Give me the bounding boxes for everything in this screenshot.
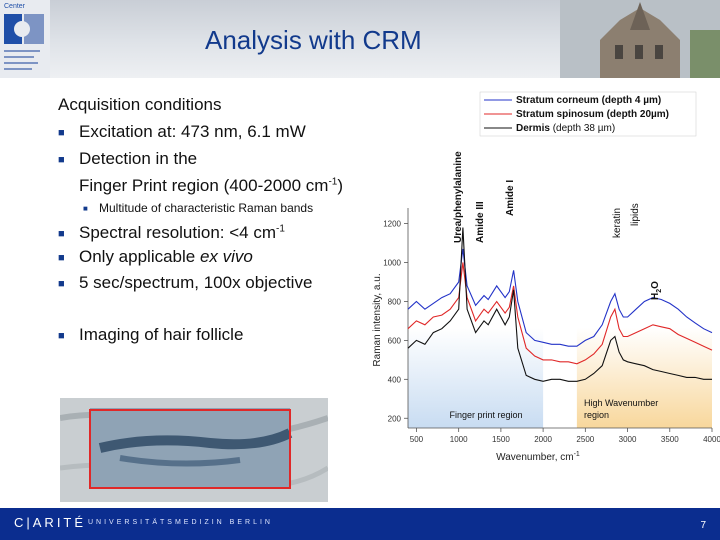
bullet-ex-vivo: ■ Only applicable ex vivo	[58, 247, 253, 266]
y-tick-label: 400	[388, 375, 402, 384]
x-axis-label: Wavenumber, cm-1	[496, 451, 580, 463]
bullet-excitation: ■ Excitation at: 473 nm, 6.1 mW	[58, 122, 306, 141]
high-wavenumber-label-2: region	[584, 410, 609, 420]
annotation-h2o: H2O	[650, 281, 663, 300]
bullet-icon: ■	[58, 278, 65, 290]
charite-logo-icon: C|ARITÉ	[14, 515, 87, 530]
fingerprint-region-label: Finger print region	[449, 410, 522, 420]
x-tick-label: 3000	[619, 435, 637, 444]
raman-spectrum-chart: 500 1000 1500 2000 2500 3000 3500 4000 200 400 600…	[372, 91, 720, 463]
annotation-amide-iii: Amide III	[475, 201, 486, 243]
legend-dermis: Dermis (depth 38 µm)	[516, 123, 615, 134]
series-line-stratum-spinosum	[407, 262, 713, 365]
acquisition-heading: Acquisition conditions	[58, 95, 222, 114]
y-tick-label: 1200	[383, 220, 401, 229]
x-tick-label: 4000	[703, 435, 720, 444]
series-line-dermis	[407, 227, 712, 382]
bullet-hair-follicle: ■ Imaging of hair follicle	[58, 325, 244, 344]
legend-corneum: Stratum corneum (depth 4 µm)	[516, 95, 661, 106]
university-wordmark-icon: UNIVERSITÄTSMEDIZIN BERLIN	[88, 519, 273, 526]
y-tick-label: 1000	[383, 259, 401, 268]
bullet-icon: ■	[58, 252, 65, 264]
bullet-resolution: ■ Spectral resolution: <4 cm-1	[58, 223, 285, 242]
y-axis-label: Raman intensity, a.u.	[372, 273, 383, 366]
page-number: 7	[700, 520, 706, 531]
svg-text:Center: Center	[4, 3, 26, 10]
page-title: Analysis with CRM	[205, 25, 422, 55]
hair-follicle-image	[60, 398, 328, 502]
annotation-amide-i: Amide I	[505, 180, 516, 216]
y-tick-label: 200	[388, 414, 402, 423]
roi-rectangle	[89, 409, 291, 489]
x-tick-label: 500	[410, 435, 424, 444]
building-photo-icon	[560, 0, 720, 78]
footer-bar: C|ARITÉ UNIVERSITÄTSMEDIZIN BERLIN 7	[0, 508, 720, 540]
fingerprint-region-text: Finger Print region (400-2000 cm-1)	[79, 176, 344, 195]
series-line-stratum-corneum	[407, 248, 713, 347]
annotation-lipids: lipids	[630, 203, 641, 226]
chart-legend: Stratum corneum (depth 4 µm) Stratum spi…	[479, 91, 697, 137]
sub-bullet-icon: ■	[83, 204, 88, 213]
bullet-icon: ■	[58, 228, 65, 240]
annotation-urea: Urea/phenylalanine	[453, 151, 464, 243]
x-tick-label: 1500	[492, 435, 510, 444]
x-tick-label: 3500	[661, 435, 679, 444]
x-tick-label: 1000	[450, 435, 468, 444]
bullet-detection: ■ Detection in the	[58, 149, 198, 168]
legend-spinosum: Stratum spinosum (depth 20µm)	[516, 109, 669, 120]
annotation-keratin: keratin	[612, 208, 623, 238]
y-tick-label: 600	[388, 336, 402, 345]
center-logo-icon: Center	[0, 0, 50, 78]
bullet-icon: ■	[58, 330, 65, 342]
sub-bullet-raman-bands: ■ Multitude of characteristic Raman band…	[83, 201, 314, 215]
bullet-spectrum: ■ 5 sec/spectrum, 100x objective	[58, 273, 313, 292]
bullet-icon: ■	[58, 154, 65, 166]
bullet-icon: ■	[58, 127, 65, 139]
header-banner: Center Analysis with CRM	[0, 0, 720, 78]
fingerprint-region-band	[408, 328, 544, 428]
x-tick-label: 2500	[576, 435, 594, 444]
high-wavenumber-label: High Wavenumber	[584, 398, 658, 408]
y-tick-label: 800	[388, 297, 402, 306]
x-tick-label: 2000	[534, 435, 552, 444]
high-wavenumber-region-band	[576, 328, 712, 428]
